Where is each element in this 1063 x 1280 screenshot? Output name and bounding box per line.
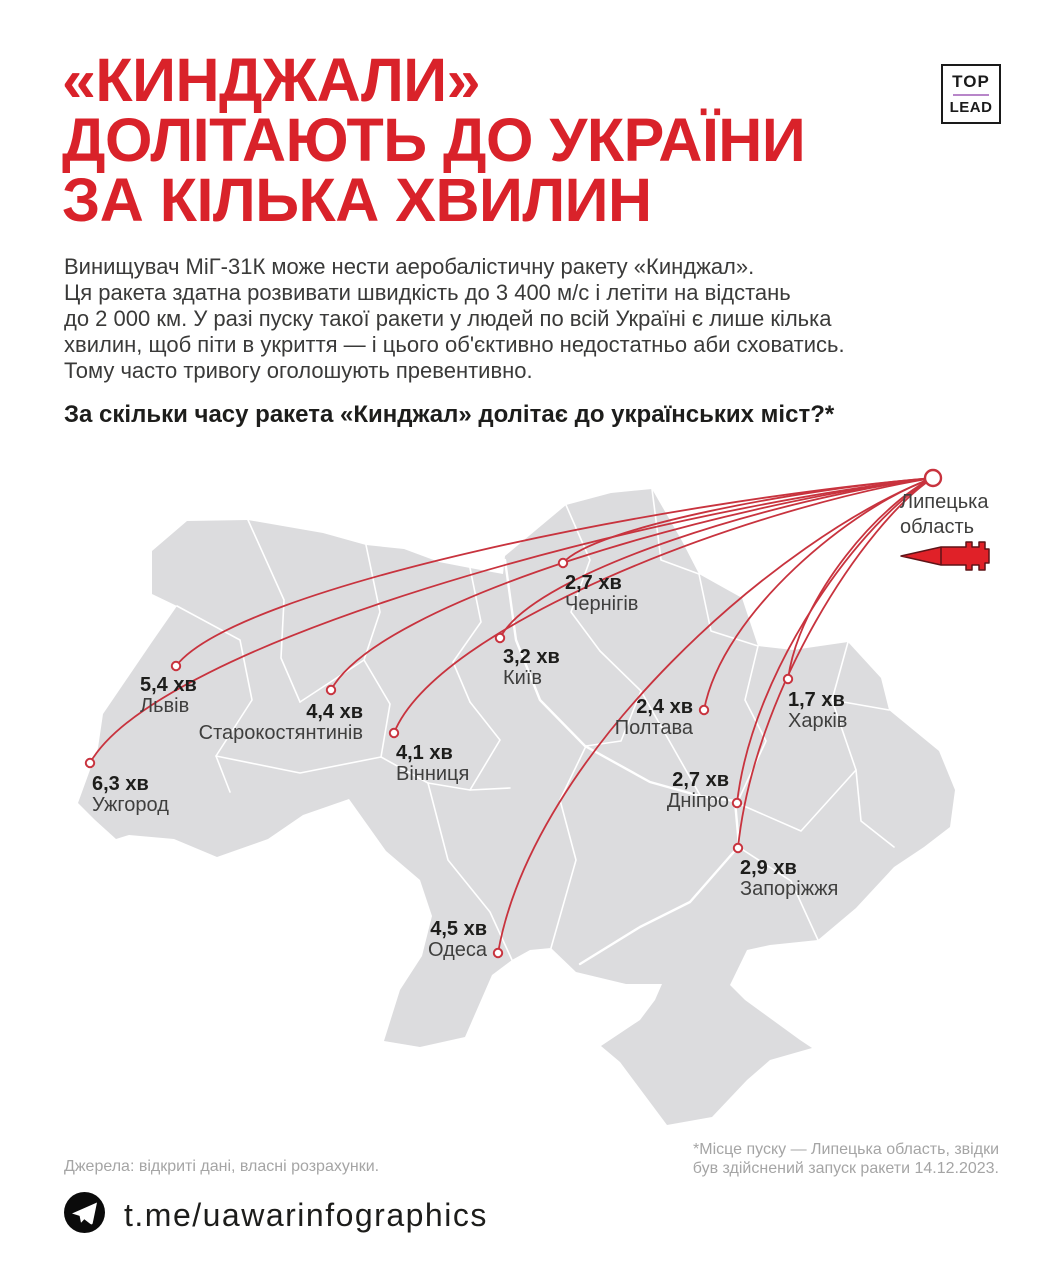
city-point [698, 704, 710, 716]
intro-paragraph: Винищувач МіГ-31К може нести аеробалісти… [64, 254, 845, 383]
city-label: 6,3 хв Ужгород [92, 774, 169, 816]
city-name: Київ [503, 667, 543, 689]
city-name: Львів [140, 695, 190, 717]
city-point [84, 757, 96, 769]
city-name: Старокостянтинів [198, 722, 363, 744]
city-name: Запоріжжя [740, 878, 839, 900]
city-point [170, 660, 182, 672]
missile-route [330, 477, 934, 691]
telegram-icon[interactable] [64, 1192, 105, 1233]
city-flight-time: 1,7 хв [788, 689, 845, 711]
missile-icon [900, 541, 990, 571]
question-heading: За скільки часу ракета «Кинджал» долітає… [64, 401, 835, 428]
city-label: 4,4 хв Старокостянтинів [199, 702, 363, 744]
sources-note: Джерела: відкриті дані, власні розрахунк… [64, 1158, 380, 1175]
city-label: 5,4 хв Львів [140, 675, 197, 717]
missile-route [736, 477, 934, 804]
city-label: 1,7 хв Харків [788, 690, 847, 732]
missile-route [737, 477, 934, 849]
toplead-logo-bottom: LEAD [949, 99, 993, 117]
missile-route [175, 477, 934, 667]
city-flight-time: 2,9 хв [740, 857, 797, 879]
city-name: Одеса [427, 939, 487, 961]
city-label: 3,2 хв Київ [503, 647, 560, 689]
missile-route [89, 477, 934, 764]
city-point [557, 557, 569, 569]
missile-route [393, 477, 934, 734]
telegram-handle[interactable]: t.me/uawarinfographics [124, 1197, 488, 1233]
city-point [492, 947, 504, 959]
city-flight-time: 2,4 хв [636, 696, 693, 718]
city-flight-time: 5,4 хв [140, 674, 197, 696]
dnipro-river [503, 558, 741, 966]
city-point [388, 727, 400, 739]
city-name: Вінниця [396, 763, 470, 785]
city-name: Харків [788, 710, 848, 732]
city-point [494, 632, 506, 644]
city-flight-time: 4,1 хв [396, 742, 453, 764]
toplead-logo: TOP LEAD [941, 64, 1001, 124]
city-label: 2,7 хв Чернігів [565, 573, 638, 615]
missile-route [497, 477, 934, 954]
city-point [782, 673, 794, 685]
city-points [84, 557, 794, 959]
toplead-logo-divider [953, 93, 989, 97]
routes [89, 477, 934, 954]
page-title: «КИНДЖАЛИ» ДОЛІТАЮТЬ ДО УКРАЇНИ ЗА КІЛЬК… [62, 46, 806, 234]
city-point [325, 684, 337, 696]
launch-point [923, 468, 943, 488]
city-flight-time: 4,4 хв [306, 701, 363, 723]
oblast-borders [176, 488, 895, 961]
city-name: Дніпро [666, 790, 729, 812]
city-flight-time: 2,7 хв [672, 769, 729, 791]
city-name: Чернігів [565, 593, 639, 615]
ukraine-landmass [78, 489, 955, 1125]
city-flight-time: 4,5 хв [430, 918, 487, 940]
city-label: 2,9 хв Запоріжжя [740, 858, 838, 900]
city-label: 4,1 хв Вінниця [396, 743, 469, 785]
city-point [731, 797, 743, 809]
toplead-logo-top: TOP [952, 71, 990, 91]
city-name: Ужгород [92, 794, 169, 816]
launch-label: Липецька область [900, 491, 989, 538]
missile-route [787, 477, 934, 680]
city-flight-time: 3,2 хв [503, 646, 560, 668]
launch-site-footnote: *Місце пуску — Липецька область, звідки … [692, 1141, 999, 1177]
city-label: 2,7 хв Дніпро [667, 770, 729, 812]
city-label: 2,4 хв Полтава [615, 697, 693, 739]
city-flight-time: 6,3 хв [92, 773, 149, 795]
city-point [732, 842, 744, 854]
city-label: 4,5 хв Одеса [428, 919, 487, 961]
city-flight-time: 2,7 хв [565, 572, 622, 594]
missile-route [499, 477, 934, 639]
city-name: Полтава [614, 717, 693, 739]
